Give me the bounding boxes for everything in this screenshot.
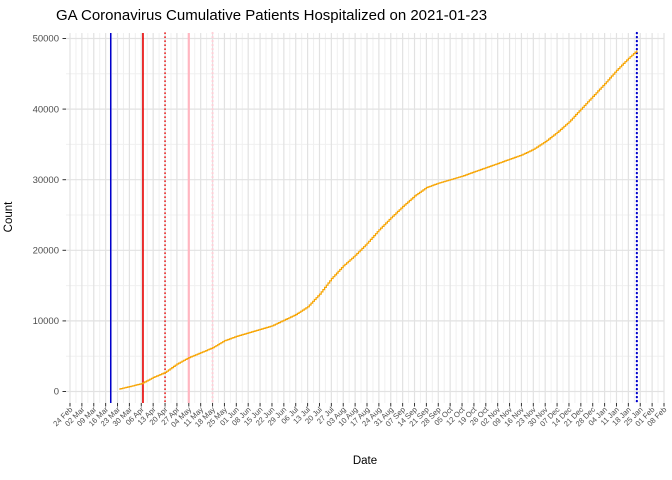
grid-major xyxy=(66,33,665,403)
y-tick-label: 30000 xyxy=(33,175,59,186)
y-tick-label: 50000 xyxy=(33,34,59,45)
grid-minor xyxy=(66,33,664,403)
reference-lines xyxy=(109,31,638,405)
y-tick-label: 40000 xyxy=(33,104,59,115)
chart-title: GA Coronavirus Cumulative Patients Hospi… xyxy=(56,7,488,24)
y-tick-label: 20000 xyxy=(33,246,59,257)
y-tick-labels: 0 10000 20000 30000 40000 50000 xyxy=(33,34,59,398)
x-axis-title: Date xyxy=(352,455,378,467)
series xyxy=(119,50,638,390)
y-tick-label: 10000 xyxy=(33,316,59,327)
axis-tick-marks xyxy=(62,38,665,407)
y-tick-label: 0 xyxy=(54,387,59,398)
cumulative-patients-hospitalized-line xyxy=(119,50,638,390)
